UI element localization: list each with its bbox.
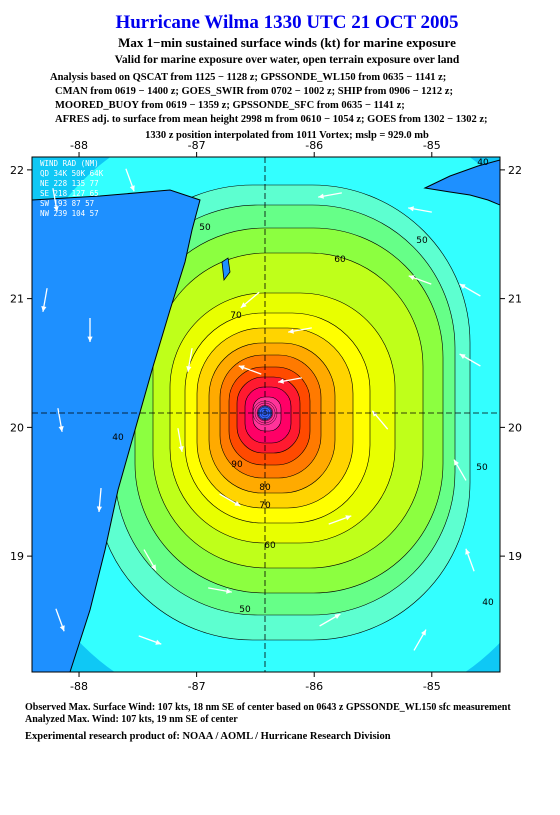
lat-tick-label: 21 xyxy=(508,293,522,306)
wind-arrowhead xyxy=(155,639,162,645)
lon-tick-label: -87 xyxy=(188,680,206,693)
wind-radii-row: QD 34K 50K 64K xyxy=(40,169,104,178)
lat-tick-label: 22 xyxy=(508,164,522,177)
lat-tick-label: 22 xyxy=(10,164,24,177)
subtitle: Max 1−min sustained surface winds (kt) f… xyxy=(118,35,456,50)
observed-max: Observed Max. Surface Wind: 107 kts, 18 … xyxy=(25,702,511,713)
wind-arrowhead xyxy=(58,426,64,432)
wind-arrowhead xyxy=(288,328,294,334)
lon-tick-label: -86 xyxy=(305,680,323,693)
wind-radii-row: SE 218 127 65 xyxy=(40,189,99,198)
title: Hurricane Wilma 1330 UTC 21 OCT 2005 xyxy=(115,12,458,33)
map-area: 50 60 70 90 80 70 60 50 40 50 40 50 40 WIND RAD (NM)Q… xyxy=(32,157,500,672)
wind-arrowhead xyxy=(96,506,103,512)
wind-radii-title: WIND RAD (NM) xyxy=(40,159,99,168)
lon-tick-label: -88 xyxy=(70,139,88,152)
wind-arrowhead xyxy=(454,459,459,466)
validity: Valid for marine exposure over water, op… xyxy=(115,54,460,66)
wind-arrowhead xyxy=(421,629,426,636)
wind-arrowhead xyxy=(226,588,232,594)
lat-tick-label: 19 xyxy=(508,550,522,563)
contour-label: 80 xyxy=(259,483,271,493)
wind-arrowhead xyxy=(334,614,341,619)
wind-arrowhead xyxy=(87,336,93,342)
wind-arrowhead xyxy=(465,548,471,555)
wind-arrowhead xyxy=(151,564,156,571)
wind-arrowhead xyxy=(238,365,245,371)
contour-label: 50 xyxy=(476,463,488,473)
wind-arrowhead xyxy=(178,446,184,452)
contour-label: 40 xyxy=(112,433,124,443)
lon-tick-label: -85 xyxy=(423,139,441,152)
wind-arrowhead xyxy=(408,275,415,281)
land-yucatan xyxy=(32,189,201,672)
wind-arrowhead xyxy=(278,378,284,384)
lat-tick-label: 21 xyxy=(10,293,24,306)
wind-arrowhead xyxy=(53,206,59,212)
credit: Experimental research product of: NOAA /… xyxy=(25,731,391,742)
contour-label: 90 xyxy=(231,460,243,470)
contour-label: 50 xyxy=(239,605,251,615)
analyzed-max: Analyzed Max. Wind: 107 kts, 19 nm SE of… xyxy=(25,714,238,725)
wind-radii-row: SW 193 87 57 xyxy=(40,199,94,208)
wind-arrowhead xyxy=(129,185,135,192)
contour-label: 60 xyxy=(334,255,346,265)
contour-label: 40 xyxy=(477,158,489,168)
analysis-line: MOORED_BUOY from 0619 − 1359 z; GPSSONDE… xyxy=(55,100,405,111)
wind-arrowhead xyxy=(372,410,378,417)
lat-tick-label: 19 xyxy=(10,550,24,563)
wind-arrowhead xyxy=(408,206,414,212)
land-cuba xyxy=(423,159,500,206)
analysis-line: AFRES adj. to surface from mean height 2… xyxy=(55,114,488,125)
wind-arrowhead xyxy=(240,302,247,308)
wind-radii-row: NE 228 135 77 xyxy=(40,179,99,188)
wind-radii-row: NW 239 104 57 xyxy=(40,209,99,218)
contour-label: 40 xyxy=(482,598,494,608)
wind-arrowhead xyxy=(186,366,192,372)
wind-arrowhead xyxy=(459,284,466,289)
lat-tick-label: 20 xyxy=(508,421,522,434)
wind-arrowhead xyxy=(234,501,241,506)
wind-arrowhead xyxy=(345,515,352,521)
lat-tick-label: 20 xyxy=(10,421,24,434)
wind-arrowhead xyxy=(41,306,47,312)
lon-tick-label: -85 xyxy=(423,680,441,693)
position-note: 1330 z position interpolated from 1011 V… xyxy=(145,130,429,141)
analysis-line: Analysis based on QSCAT from 1125 − 1128… xyxy=(50,72,446,83)
wind-arrowhead xyxy=(318,193,324,199)
contour-label: 70 xyxy=(259,501,271,511)
contour-label: 50 xyxy=(416,236,428,246)
wind-arrowhead xyxy=(459,354,466,359)
contour-label: 60 xyxy=(264,541,276,551)
overlay: -88 -88 -87 -87 -86 -86 -85 -85 22 22 21 21 20 20 19 19 xyxy=(10,139,522,693)
lon-tick-label: -86 xyxy=(305,139,323,152)
map-frame xyxy=(31,156,501,673)
contour-label: 70 xyxy=(230,311,242,321)
lon-tick-label: -88 xyxy=(70,680,88,693)
analysis-line: CMAN from 0619 − 1400 z; GOES_SWIR from … xyxy=(55,86,453,97)
lon-tick-label: -87 xyxy=(188,139,206,152)
contour-label: 50 xyxy=(199,223,211,233)
land-cozumel xyxy=(221,257,231,282)
wind-arrowhead xyxy=(59,625,65,632)
